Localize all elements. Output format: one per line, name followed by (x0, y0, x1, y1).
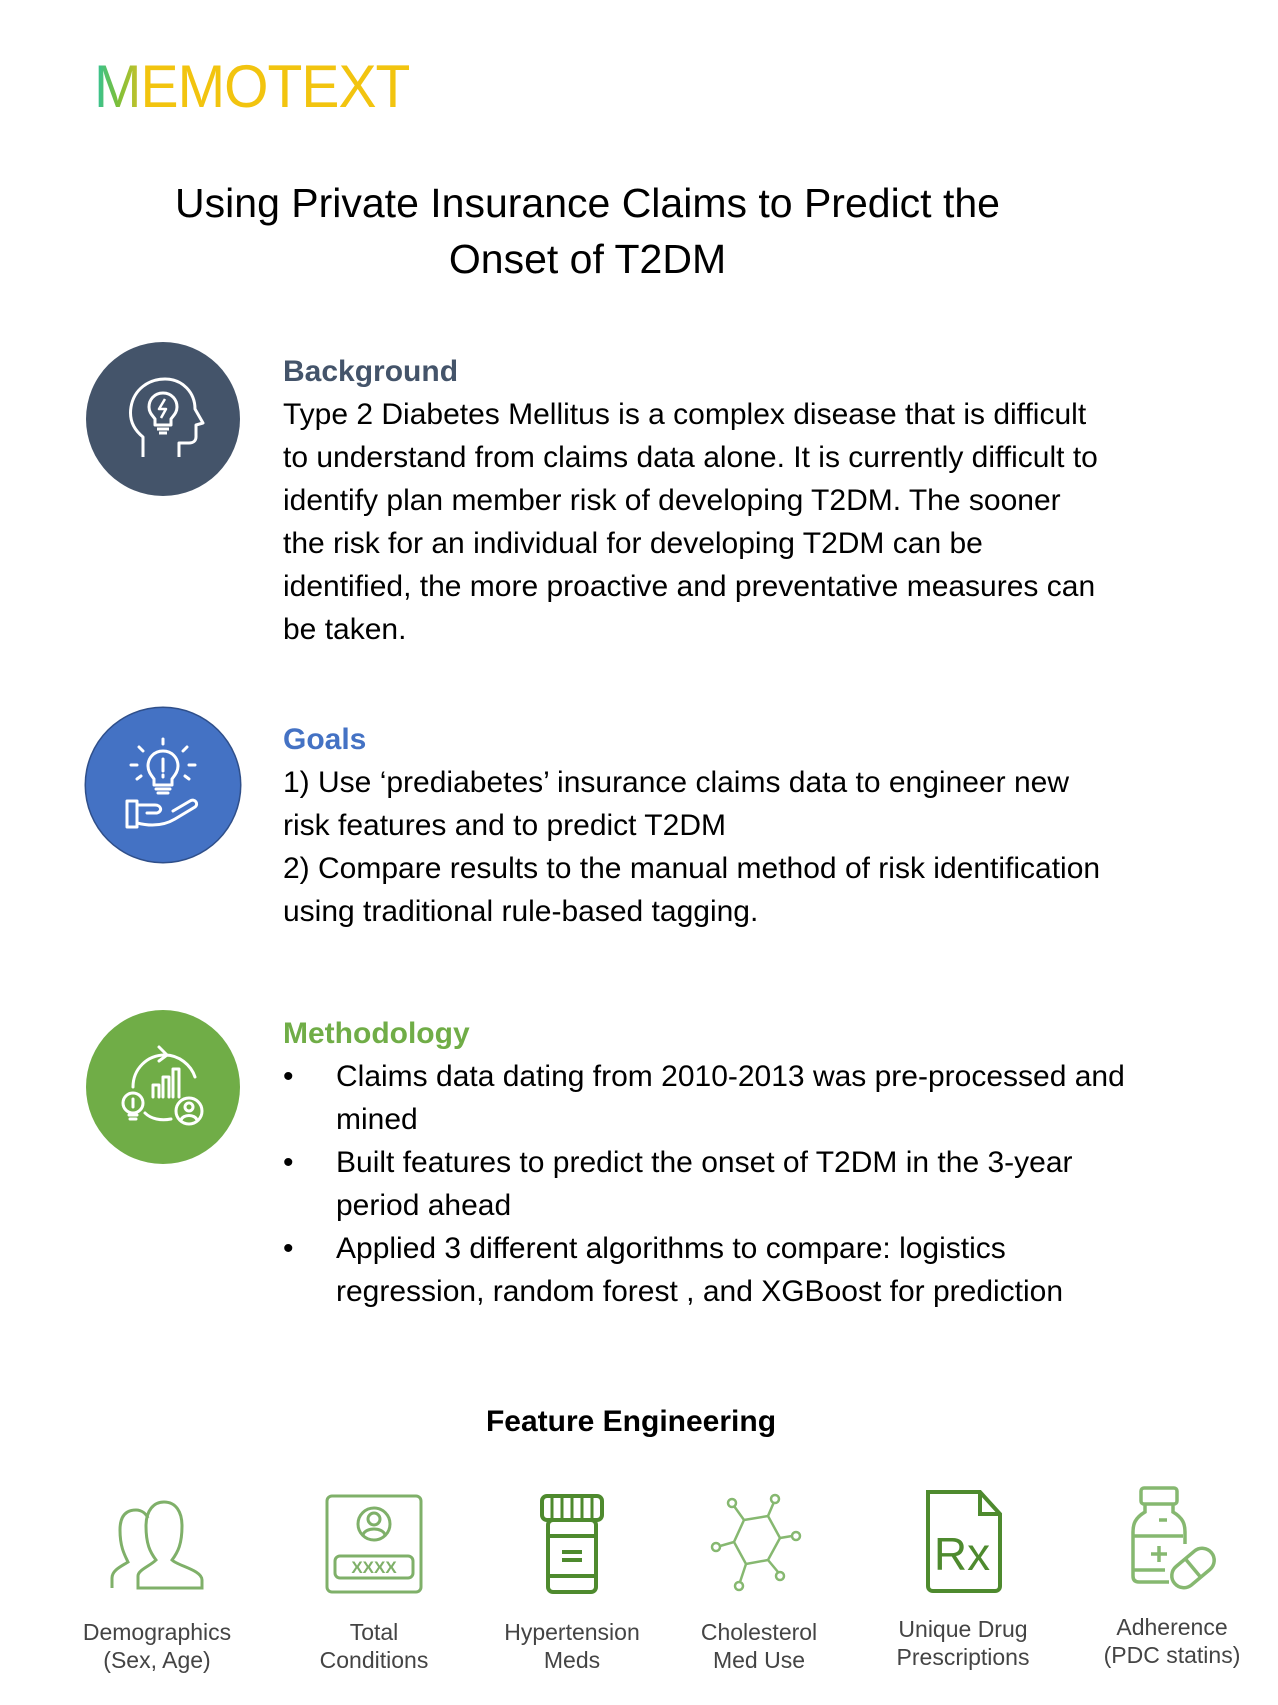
feature-label: Unique Drug Prescriptions (896, 1616, 1030, 1670)
goals-line: 1) Use ‘prediabetes’ insurance claims da… (283, 766, 1069, 799)
feature-cholesterol-med-use: Cholesterol Med Use (664, 1490, 854, 1705)
bullet-text: mined (336, 1103, 418, 1136)
title-line-1: Using Private Insurance Claims to Predic… (175, 180, 1000, 226)
bullet-icon: • (283, 1060, 294, 1093)
hand-lightbulb-icon (125, 737, 199, 829)
svg-text:Rx: Rx (934, 1528, 990, 1580)
molecule-icon (710, 1493, 802, 1592)
memotext-logo: MEMOTEXT (94, 53, 410, 120)
feature-label: Adherence (PDC statins) (1103, 1614, 1241, 1668)
methodology-section: Methodology • Claims data dating from 201… (283, 1012, 1213, 1313)
background-line: the risk for an individual for developin… (283, 527, 983, 560)
goals-line: 2) Compare results to the manual method … (283, 852, 1101, 885)
medicine-bottle-pill-icon (1131, 1486, 1216, 1590)
head-lightbulb-icon (129, 377, 205, 457)
background-line: Type 2 Diabetes Mellitus is a complex di… (283, 398, 1087, 431)
background-heading: Background (283, 355, 459, 388)
goals-line: risk features and to predict T2DM (283, 809, 726, 842)
page-title: Using Private Insurance Claims to Predic… (0, 175, 1175, 287)
bullet-text: Built features to predict the onset of T… (336, 1146, 1073, 1179)
background-section: Background Type 2 Diabetes Mellitus is a… (283, 350, 1213, 651)
id-card-icon: XXXX (325, 1494, 423, 1594)
background-line: to understand from claims data alone. It… (283, 441, 1098, 474)
methodology-bullet-item: • Applied 3 different algorithms to compa… (283, 1227, 1213, 1313)
goals-icon-circle (86, 708, 240, 862)
bullet-icon: • (283, 1146, 294, 1179)
background-icon-circle (86, 342, 240, 496)
bullet-icon: • (283, 1232, 294, 1265)
bullet-text: Applied 3 different algorithms to compar… (336, 1232, 1006, 1265)
feature-engineering-title: Feature Engineering (485, 1405, 777, 1438)
svg-text:XXXX: XXXX (351, 1558, 397, 1577)
bullet-text: regression, random forest , and XGBoost … (336, 1275, 1064, 1308)
people-icon (110, 1500, 204, 1590)
goals-line: using traditional rule-based tagging. (283, 895, 759, 928)
analytics-cycle-icon (121, 1045, 204, 1126)
feature-label: Cholesterol Med Use (700, 1619, 818, 1673)
bullet-text: Claims data dating from 2010-2013 was pr… (336, 1060, 1125, 1093)
title-line-2: Onset of T2DM (448, 236, 727, 282)
background-line: be taken. (283, 613, 407, 646)
methodology-bullet-item: • Built features to predict the onset of … (283, 1141, 1213, 1227)
bullet-text: period ahead (336, 1189, 512, 1222)
feature-total-conditions: XXXX Total Conditions (279, 1490, 469, 1705)
prescription-icon: Rx (926, 1490, 1002, 1593)
goals-heading: Goals (283, 723, 367, 756)
feature-label: Demographics (Sex, Age) (82, 1619, 232, 1673)
feature-adherence: Adherence (PDC statins) (1077, 1484, 1267, 1699)
feature-label: Total Conditions (319, 1619, 429, 1673)
background-line: identify plan member risk of developing … (283, 484, 1061, 517)
goals-section: Goals 1) Use ‘prediabetes’ insurance cla… (283, 718, 1213, 933)
methodology-icon-circle (86, 1010, 240, 1164)
feature-hypertension-meds: Hypertension Meds (477, 1490, 667, 1705)
feature-demographics: Demographics (Sex, Age) (62, 1490, 252, 1705)
methodology-bullet-item: • Claims data dating from 2010-2013 was p… (283, 1055, 1213, 1141)
feature-unique-drug-prescriptions: Rx Unique Drug Prescriptions (868, 1488, 1058, 1703)
feature-label: Hypertension Meds (504, 1619, 640, 1673)
methodology-heading: Methodology (283, 1017, 470, 1050)
pill-bottle-icon (540, 1494, 604, 1594)
background-line: identified, the more proactive and preve… (283, 570, 1096, 603)
